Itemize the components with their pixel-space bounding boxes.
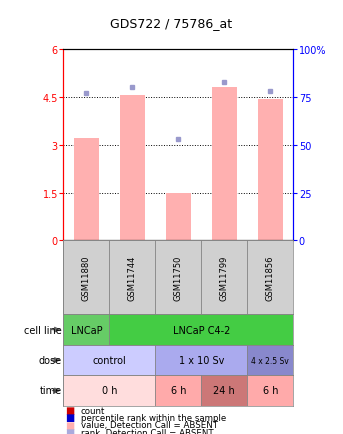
Text: GSM11750: GSM11750 (174, 255, 183, 300)
Bar (63, 241, 109, 315)
Text: ■: ■ (65, 420, 74, 430)
Text: LNCaP C4-2: LNCaP C4-2 (173, 325, 230, 335)
Text: 6 h: 6 h (170, 386, 186, 395)
Bar (109, 241, 155, 315)
Text: control: control (93, 355, 126, 365)
Text: GSM11744: GSM11744 (128, 255, 137, 300)
Text: ■: ■ (65, 405, 74, 415)
Bar (247, 241, 293, 315)
Text: dose: dose (39, 355, 62, 365)
Text: cell line: cell line (24, 325, 62, 335)
Bar (63, 315, 109, 345)
Text: GDS722 / 75786_at: GDS722 / 75786_at (110, 17, 233, 30)
Bar (166, 194, 191, 241)
Bar (201, 241, 247, 315)
Bar (155, 241, 201, 315)
Bar (247, 375, 293, 406)
Text: 24 h: 24 h (213, 386, 235, 395)
Bar (155, 345, 247, 375)
Text: LNCaP: LNCaP (71, 325, 102, 335)
Bar (258, 100, 283, 241)
Text: 6 h: 6 h (262, 386, 278, 395)
Text: ■: ■ (65, 427, 74, 434)
Text: ■: ■ (65, 413, 74, 422)
Text: GSM11799: GSM11799 (220, 255, 229, 300)
Text: 1 x 10 Sv: 1 x 10 Sv (179, 355, 224, 365)
Bar (155, 375, 201, 406)
Text: 4 x 2.5 Sv: 4 x 2.5 Sv (251, 356, 289, 365)
Bar (63, 375, 155, 406)
Text: GSM11856: GSM11856 (266, 255, 275, 300)
Text: percentile rank within the sample: percentile rank within the sample (81, 413, 226, 422)
Bar (212, 88, 237, 241)
Text: GSM11880: GSM11880 (82, 255, 91, 300)
Text: 0 h: 0 h (102, 386, 117, 395)
Bar (120, 96, 145, 241)
Bar (74, 139, 99, 241)
Bar (201, 375, 247, 406)
Bar (63, 345, 155, 375)
Text: time: time (39, 386, 62, 395)
Text: rank, Detection Call = ABSENT: rank, Detection Call = ABSENT (81, 428, 213, 434)
Bar (109, 315, 293, 345)
Text: count: count (81, 406, 105, 414)
Bar (247, 345, 293, 375)
Text: value, Detection Call = ABSENT: value, Detection Call = ABSENT (81, 421, 217, 429)
